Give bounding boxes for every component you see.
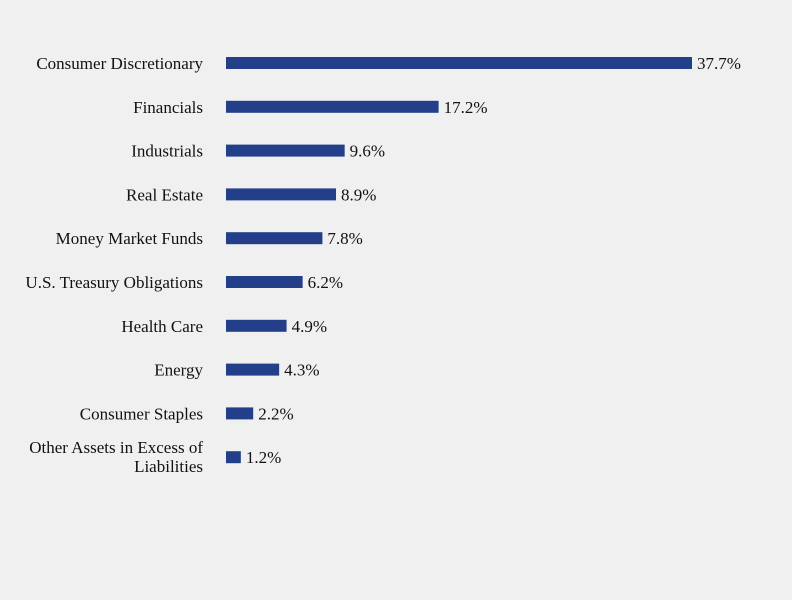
value-label: 8.9%: [341, 185, 376, 204]
category-label: Health Care: [121, 317, 203, 336]
value-label: 37.7%: [697, 54, 741, 73]
category-label: Other Assets in Excess of Liabilities: [29, 438, 203, 476]
bar: [226, 188, 337, 201]
value-label: 1.2%: [246, 448, 281, 467]
category-label: Financials: [133, 98, 203, 117]
category-label: Money Market Funds: [56, 229, 203, 248]
bar: [226, 100, 439, 113]
bar: [226, 363, 280, 376]
value-label: 9.6%: [350, 142, 385, 161]
category-label: Consumer Staples: [80, 404, 203, 423]
value-label: 17.2%: [444, 98, 488, 117]
value-label: 6.2%: [308, 273, 343, 292]
category-label: Real Estate: [126, 185, 203, 204]
value-label: 7.8%: [327, 229, 362, 248]
value-label: 4.9%: [292, 317, 327, 336]
category-label: U.S. Treasury Obligations: [25, 273, 203, 292]
bar: [226, 232, 323, 245]
value-label: 4.3%: [284, 361, 319, 380]
category-label: Energy: [154, 361, 203, 380]
bar: [226, 276, 303, 288]
bar: [226, 407, 254, 420]
value-label: 2.2%: [258, 404, 293, 423]
bar: [226, 319, 287, 332]
bar: [226, 451, 241, 464]
bar: [226, 144, 345, 157]
category-label: Consumer Discretionary: [36, 54, 203, 73]
category-label: Industrials: [131, 142, 203, 161]
bar: [226, 57, 692, 69]
